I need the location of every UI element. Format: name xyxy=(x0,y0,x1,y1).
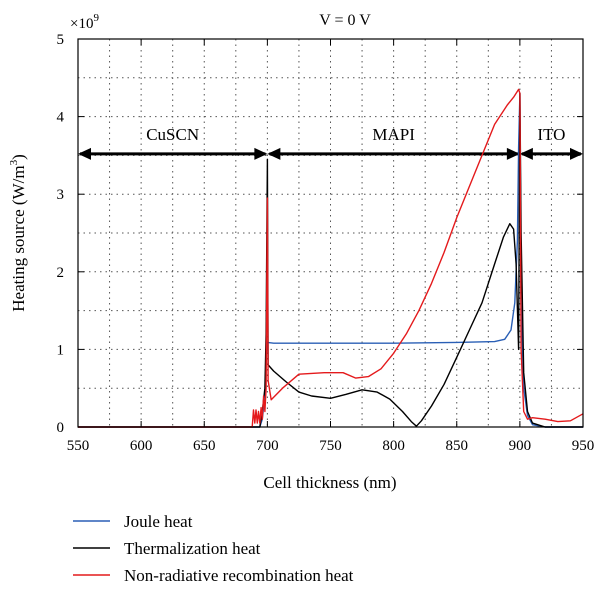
x-tick-label: 650 xyxy=(193,438,216,454)
y-tick-label: 2 xyxy=(57,265,65,281)
y-tick-label: 3 xyxy=(57,187,65,203)
y-axis-label-main: Heating source (W/m xyxy=(9,165,28,311)
x-tick-label: 950 xyxy=(572,438,595,454)
region-label-cuscn: CuSCN xyxy=(146,125,199,144)
series-lines xyxy=(78,88,584,428)
y-tick-label: 0 xyxy=(57,420,65,436)
x-tick-label: 850 xyxy=(446,438,469,454)
region-arrow-head-right xyxy=(506,147,520,160)
region-label-mapi: MAPI xyxy=(372,125,415,144)
y-tick-label: 1 xyxy=(57,342,65,358)
x-tick-label: 800 xyxy=(382,438,405,454)
x-tick-label: 700 xyxy=(256,438,279,454)
x-tick-labels: 550 600 650 700 750 800 850 900 950 xyxy=(67,438,595,454)
y-tick-label: 5 xyxy=(57,32,65,48)
y-tick-labels: 0 1 2 3 4 5 xyxy=(57,32,65,436)
y-multiplier-base: ×10 xyxy=(70,16,93,32)
y-tick-label: 4 xyxy=(57,110,65,126)
legend-label-2: Non-radiative recombination heat xyxy=(124,566,354,585)
region-label-ito: ITO xyxy=(537,125,565,144)
y-axis-label: Heating source (W/m3) xyxy=(8,154,28,312)
x-tick-label: 750 xyxy=(319,438,342,454)
y-axis-label-close: ) xyxy=(9,154,28,160)
grid xyxy=(78,39,583,427)
x-tick-label: 600 xyxy=(130,438,153,454)
region-arrow-head-right xyxy=(254,147,268,160)
region-arrow-head-left xyxy=(78,147,91,160)
y-axis-label-superscript: 3 xyxy=(8,159,20,165)
region-arrow-head-right xyxy=(570,147,583,160)
chart-title: V = 0 V xyxy=(319,12,371,29)
x-tick-label: 900 xyxy=(509,438,532,454)
x-tick-label: 550 xyxy=(67,438,90,454)
legend-label-1: Thermalization heat xyxy=(124,539,261,558)
region-arrow-head-left xyxy=(519,147,533,160)
region-arrows xyxy=(78,147,583,160)
region-arrow-head-left xyxy=(267,147,281,160)
legend-label-0: Joule heat xyxy=(124,512,193,531)
y-multiplier: ×109 xyxy=(70,12,99,32)
series-line-2 xyxy=(78,88,584,428)
y-multiplier-exponent: 9 xyxy=(93,12,99,24)
axis-ticks xyxy=(77,38,584,428)
x-axis-label: Cell thickness (nm) xyxy=(263,473,396,492)
legend: Joule heat Thermalization heat Non-radiati… xyxy=(73,512,354,585)
region-labels: CuSCN MAPI ITO xyxy=(146,125,565,144)
